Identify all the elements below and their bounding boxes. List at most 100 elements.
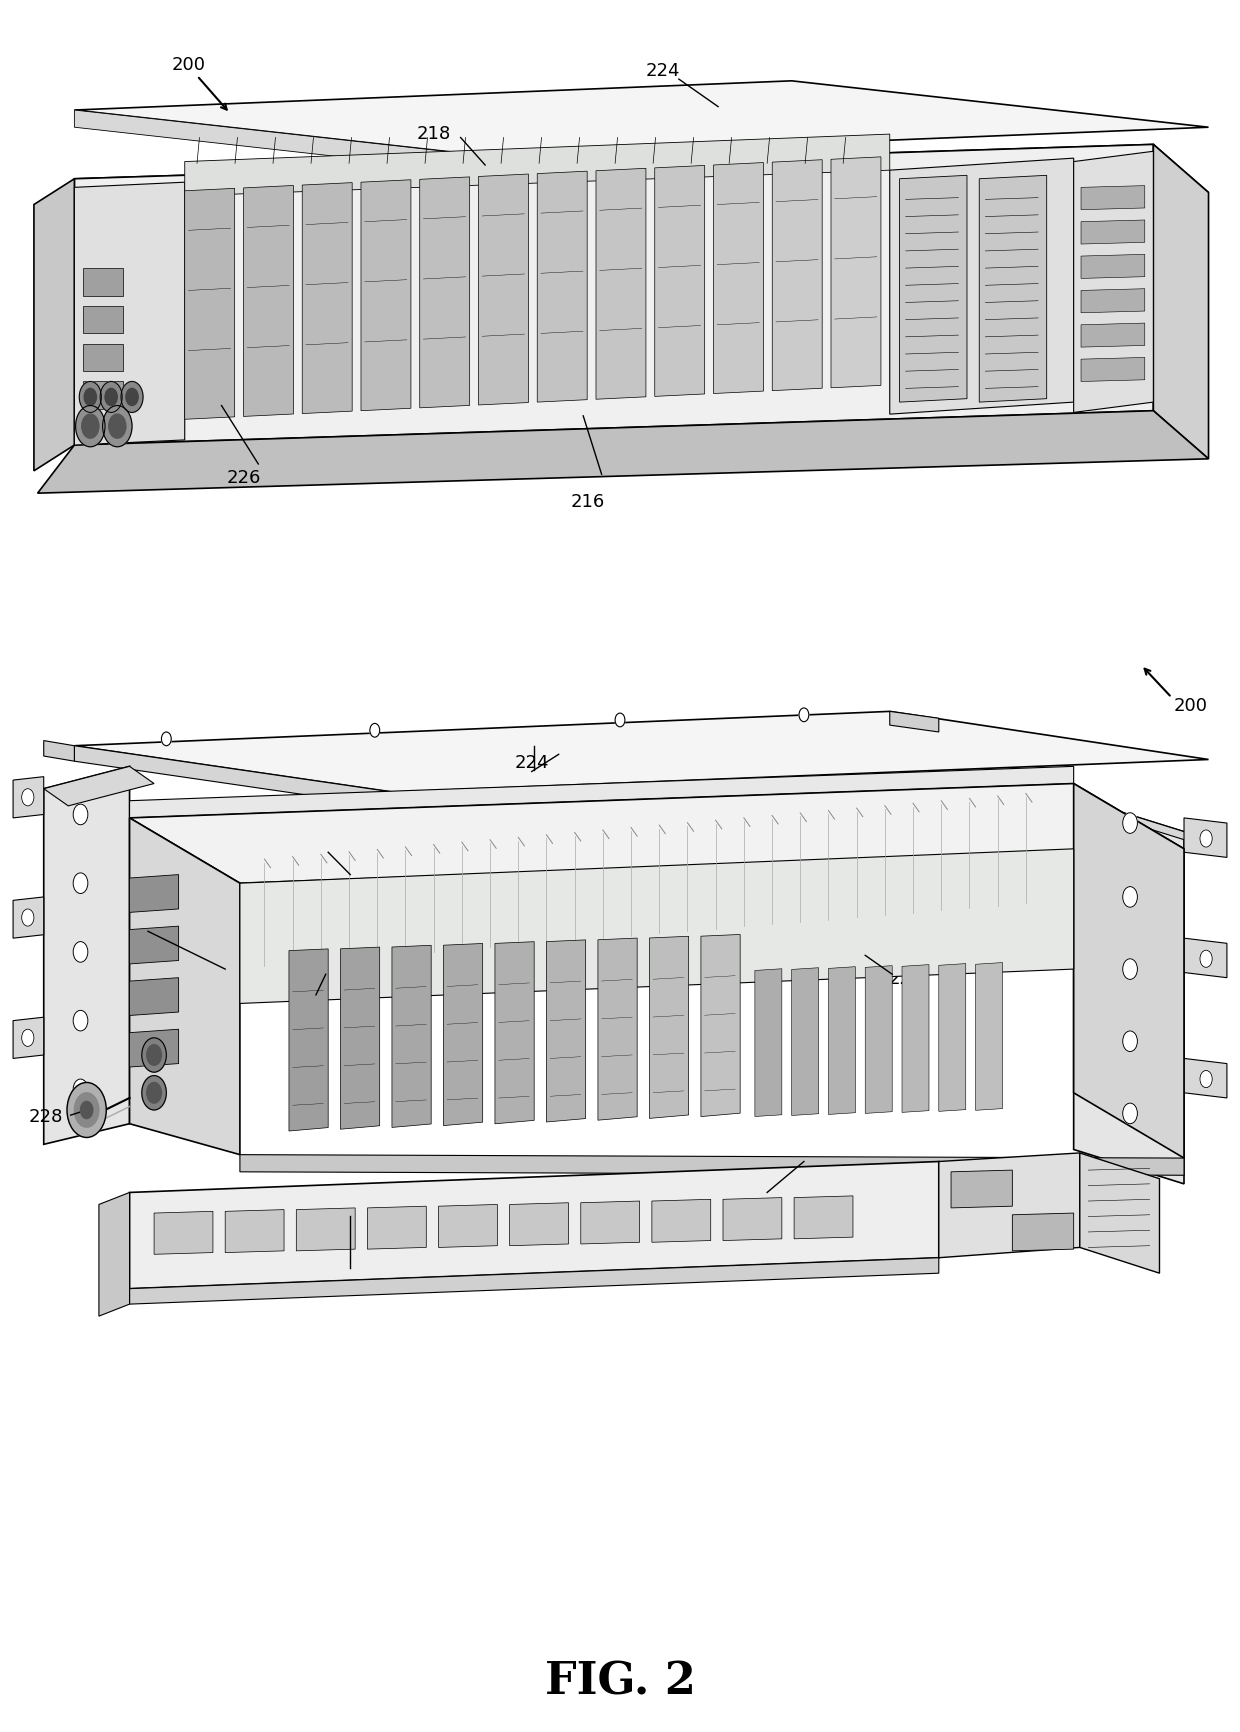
Polygon shape bbox=[479, 173, 528, 405]
Polygon shape bbox=[83, 343, 124, 371]
Circle shape bbox=[76, 405, 105, 447]
Polygon shape bbox=[99, 1192, 129, 1316]
Polygon shape bbox=[439, 1204, 497, 1247]
Circle shape bbox=[146, 1082, 161, 1103]
Polygon shape bbox=[866, 966, 893, 1114]
Circle shape bbox=[1122, 812, 1137, 833]
Polygon shape bbox=[828, 966, 856, 1114]
Polygon shape bbox=[650, 937, 688, 1119]
Polygon shape bbox=[74, 182, 185, 445]
Text: 222: 222 bbox=[796, 1157, 831, 1176]
Polygon shape bbox=[1081, 357, 1145, 381]
Polygon shape bbox=[794, 1195, 853, 1238]
Circle shape bbox=[73, 804, 88, 824]
Polygon shape bbox=[74, 746, 393, 807]
Polygon shape bbox=[1074, 783, 1184, 1159]
Polygon shape bbox=[899, 175, 967, 402]
Text: 224: 224 bbox=[515, 753, 549, 772]
Polygon shape bbox=[243, 185, 294, 416]
Circle shape bbox=[81, 1102, 93, 1119]
Polygon shape bbox=[537, 171, 588, 402]
Polygon shape bbox=[723, 1197, 782, 1240]
Polygon shape bbox=[939, 963, 966, 1112]
Polygon shape bbox=[14, 897, 43, 939]
Polygon shape bbox=[1081, 220, 1145, 244]
Polygon shape bbox=[1080, 1154, 1159, 1273]
Polygon shape bbox=[755, 968, 782, 1117]
Polygon shape bbox=[598, 939, 637, 1121]
Polygon shape bbox=[939, 1154, 1080, 1257]
Circle shape bbox=[122, 381, 143, 412]
Text: 200: 200 bbox=[171, 57, 206, 74]
Polygon shape bbox=[1074, 797, 1203, 845]
Polygon shape bbox=[419, 177, 470, 407]
Polygon shape bbox=[43, 766, 154, 805]
Polygon shape bbox=[1184, 939, 1226, 977]
Polygon shape bbox=[74, 111, 491, 173]
Polygon shape bbox=[655, 166, 704, 397]
Circle shape bbox=[103, 405, 131, 447]
Polygon shape bbox=[1081, 185, 1145, 210]
Circle shape bbox=[1122, 1103, 1137, 1124]
Polygon shape bbox=[1153, 144, 1209, 459]
Polygon shape bbox=[83, 381, 124, 409]
Polygon shape bbox=[83, 307, 124, 333]
Circle shape bbox=[109, 414, 126, 438]
Polygon shape bbox=[129, 1162, 939, 1289]
Polygon shape bbox=[495, 942, 534, 1124]
Text: 218: 218 bbox=[294, 837, 329, 854]
Circle shape bbox=[126, 388, 138, 405]
Text: 216: 216 bbox=[570, 494, 605, 511]
Polygon shape bbox=[596, 168, 646, 400]
Polygon shape bbox=[890, 158, 1074, 414]
Circle shape bbox=[1122, 887, 1137, 908]
Text: FIG. 2: FIG. 2 bbox=[544, 1661, 696, 1704]
Polygon shape bbox=[74, 144, 1209, 227]
Polygon shape bbox=[43, 766, 129, 1145]
Polygon shape bbox=[296, 1207, 355, 1251]
Circle shape bbox=[73, 942, 88, 963]
Polygon shape bbox=[890, 712, 939, 733]
Polygon shape bbox=[14, 1017, 43, 1058]
Polygon shape bbox=[1081, 324, 1145, 346]
Polygon shape bbox=[341, 947, 379, 1129]
Circle shape bbox=[1200, 1070, 1213, 1088]
Polygon shape bbox=[547, 940, 585, 1122]
Polygon shape bbox=[129, 783, 1184, 883]
Polygon shape bbox=[580, 1200, 640, 1244]
Polygon shape bbox=[392, 946, 432, 1128]
Polygon shape bbox=[1081, 289, 1145, 313]
Polygon shape bbox=[129, 1257, 939, 1304]
Circle shape bbox=[1122, 960, 1137, 979]
Circle shape bbox=[67, 1082, 107, 1138]
Polygon shape bbox=[33, 178, 74, 471]
Circle shape bbox=[370, 724, 379, 738]
Polygon shape bbox=[74, 81, 1209, 156]
Text: 220: 220 bbox=[889, 970, 923, 989]
Polygon shape bbox=[901, 965, 929, 1112]
Polygon shape bbox=[444, 944, 482, 1126]
Polygon shape bbox=[226, 1209, 284, 1252]
Circle shape bbox=[84, 388, 97, 405]
Polygon shape bbox=[510, 1202, 568, 1245]
Polygon shape bbox=[83, 268, 124, 296]
Polygon shape bbox=[129, 1029, 179, 1067]
Circle shape bbox=[73, 1079, 88, 1100]
Polygon shape bbox=[1074, 797, 1184, 1185]
Polygon shape bbox=[1184, 1058, 1226, 1098]
Polygon shape bbox=[303, 182, 352, 414]
Polygon shape bbox=[1074, 151, 1153, 412]
Circle shape bbox=[141, 1037, 166, 1072]
Polygon shape bbox=[976, 963, 1003, 1110]
Polygon shape bbox=[239, 1155, 1184, 1176]
Polygon shape bbox=[701, 935, 740, 1117]
Circle shape bbox=[21, 788, 33, 805]
Polygon shape bbox=[129, 818, 239, 1155]
Circle shape bbox=[82, 414, 99, 438]
Circle shape bbox=[146, 1044, 161, 1065]
Text: 218: 218 bbox=[417, 125, 451, 144]
Polygon shape bbox=[129, 766, 1074, 818]
Polygon shape bbox=[43, 741, 74, 760]
Polygon shape bbox=[129, 927, 179, 965]
Text: 226: 226 bbox=[227, 469, 260, 487]
